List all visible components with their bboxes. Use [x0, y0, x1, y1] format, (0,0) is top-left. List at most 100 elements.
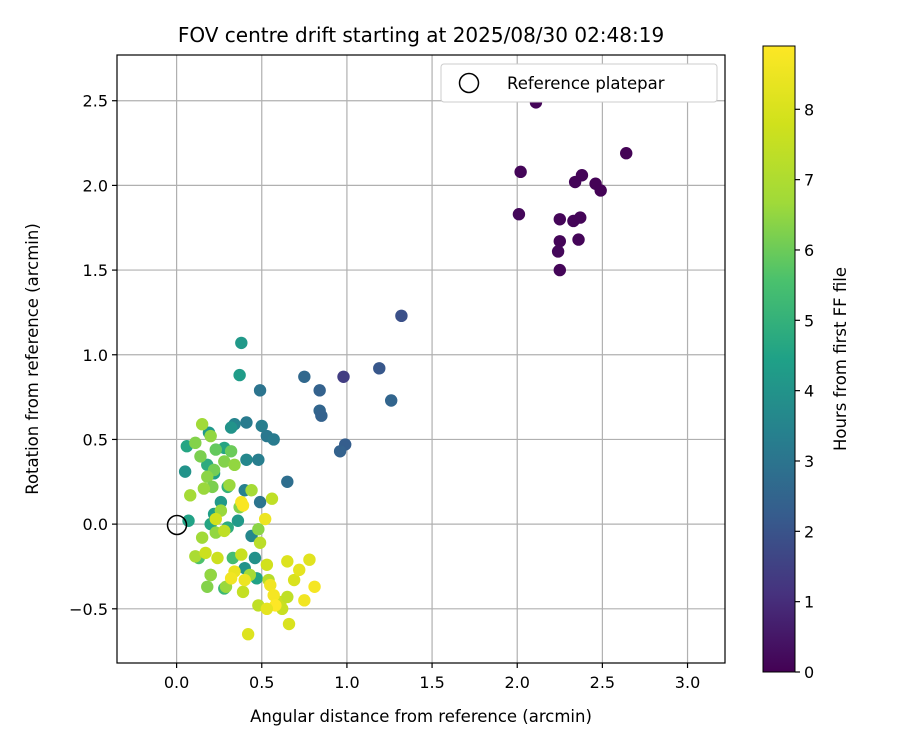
- colorbar: 0 1 2 3 4 5 6 7 8 Hours from first FF file: [762, 45, 850, 682]
- x-tick-label: 1.0: [334, 673, 359, 692]
- reference-marker: [166, 514, 188, 536]
- data-point: [572, 233, 585, 246]
- colorbar-label: Hours from first FF file: [831, 267, 850, 451]
- data-point: [553, 235, 567, 248]
- data-point: [236, 585, 250, 599]
- data-point: [240, 453, 253, 466]
- data-point: [287, 573, 301, 587]
- data-point: [224, 421, 238, 434]
- data-point: [224, 572, 238, 585]
- x-tick-label: 3.0: [675, 673, 700, 692]
- colorbar-tick-label: 3: [804, 452, 814, 471]
- data-point: [189, 436, 202, 450]
- data-point: [195, 531, 209, 544]
- colorbar-tick-label: 5: [804, 311, 814, 330]
- data-point: [265, 492, 279, 505]
- data-point: [199, 546, 212, 560]
- colorbar-tick-label: 1: [804, 593, 814, 612]
- data-points: [178, 96, 633, 641]
- data-point: [194, 450, 207, 463]
- data-point: [308, 580, 321, 593]
- data-point: [197, 482, 211, 495]
- colorbar-tick-label: 6: [804, 241, 814, 260]
- data-point: [395, 309, 408, 323]
- data-point: [264, 578, 277, 592]
- plot-frame: [116, 54, 726, 664]
- data-point: [281, 555, 294, 568]
- chart-title: FOV centre drift starting at 2025/08/30 …: [178, 23, 664, 47]
- data-point: [184, 489, 197, 502]
- colorbar-tick-label: 7: [804, 171, 814, 190]
- data-point: [255, 419, 268, 433]
- data-point: [337, 370, 350, 383]
- data-point: [260, 602, 274, 616]
- data-point: [293, 563, 306, 577]
- data-point: [514, 165, 527, 179]
- data-point: [315, 409, 328, 422]
- y-tick-label: 1.5: [83, 261, 108, 280]
- data-point: [253, 536, 267, 549]
- y-tick-label: 0.5: [83, 430, 108, 449]
- y-tick-label: 2.5: [83, 92, 108, 111]
- data-point: [218, 524, 231, 538]
- data-point: [248, 551, 262, 565]
- data-point: [373, 362, 386, 375]
- data-point: [178, 465, 192, 478]
- legend-label: Reference platepar: [507, 74, 665, 93]
- x-tick-label: 2.0: [504, 673, 529, 692]
- colorbar-tick-label: 8: [804, 100, 814, 119]
- colorbar-tick-label: 4: [804, 382, 814, 401]
- colorbar-tick-label: 0: [804, 663, 814, 682]
- data-point: [298, 594, 311, 607]
- data-point: [281, 475, 294, 488]
- colorbar-tick-label: 2: [804, 522, 814, 541]
- legend-box: [440, 63, 718, 103]
- x-tick-label: 0.0: [164, 673, 189, 692]
- colorbar-ticks: 0 1 2 3 4 5 6 7 8: [795, 100, 814, 682]
- x-axis-label: Angular distance from reference (arcmin): [250, 707, 592, 726]
- data-point: [238, 573, 251, 587]
- data-point: [209, 512, 222, 526]
- data-point: [252, 523, 265, 536]
- data-point: [189, 550, 202, 563]
- y-axis-ticks: −0.5 0.0 0.5 1.0 1.5 2.0 2.5: [69, 92, 117, 619]
- data-point: [553, 263, 567, 277]
- data-point: [195, 418, 209, 431]
- y-tick-label: 1.0: [83, 346, 108, 365]
- data-point: [253, 495, 267, 509]
- data-point: [235, 336, 248, 350]
- data-point: [209, 443, 222, 456]
- data-point: [282, 617, 296, 631]
- x-tick-label: 1.5: [419, 673, 444, 692]
- data-point: [245, 484, 258, 497]
- legend-marker: [458, 72, 480, 94]
- data-point: [333, 445, 347, 458]
- y-axis-label: Rotation from reference (arcmin): [23, 223, 42, 495]
- x-tick-label: 0.5: [249, 673, 274, 692]
- data-point: [204, 568, 217, 582]
- data-point: [235, 548, 248, 561]
- data-point: [252, 453, 265, 466]
- data-point: [298, 370, 311, 383]
- data-point: [551, 245, 565, 258]
- data-point: [253, 384, 267, 397]
- data-point: [384, 394, 398, 407]
- y-tick-label: −0.5: [69, 600, 108, 619]
- data-point: [574, 211, 587, 224]
- data-point: [303, 553, 316, 566]
- x-axis-ticks: 0.0 0.5 1.0 1.5 2.0 2.5 3.0: [164, 663, 700, 692]
- data-point: [594, 184, 607, 197]
- colorbar-gradient: [762, 45, 796, 673]
- data-point: [568, 175, 582, 189]
- data-point: [553, 213, 567, 226]
- data-point: [224, 445, 238, 458]
- data-point: [204, 429, 217, 443]
- data-point: [228, 458, 241, 472]
- legend: Reference platepar: [440, 63, 718, 103]
- data-point: [231, 514, 245, 527]
- data-point: [512, 207, 526, 221]
- data-point: [240, 416, 253, 429]
- data-point: [620, 147, 633, 160]
- y-tick-label: 2.0: [83, 176, 108, 195]
